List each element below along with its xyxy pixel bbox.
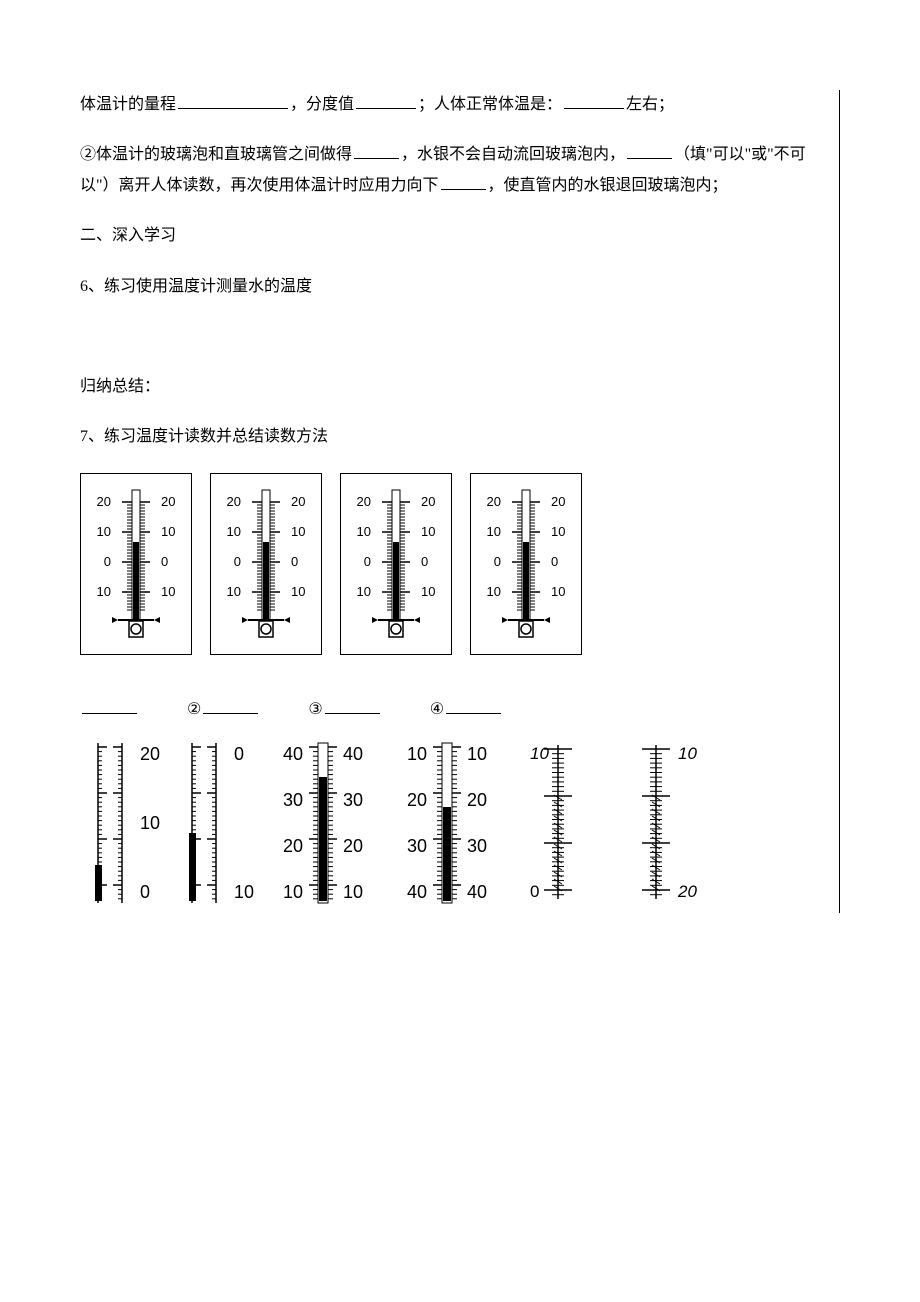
svg-text:10: 10	[407, 744, 427, 764]
svg-text:40: 40	[407, 882, 427, 902]
thermometer-4: 20 10 0 10 20 10 0 10	[470, 473, 582, 655]
svg-text:0: 0	[140, 882, 150, 902]
blank-ans-2	[203, 697, 258, 714]
blank-ans-4	[446, 697, 501, 714]
svg-text:0: 0	[530, 882, 539, 901]
svg-text:10: 10	[291, 524, 305, 539]
svg-text:10: 10	[467, 744, 487, 764]
svg-text:0: 0	[421, 554, 428, 569]
blank-ans-1	[82, 697, 137, 714]
text: ，分度值	[290, 96, 354, 113]
thermometer-3: 20 10 0 10 20 10 0 10	[340, 473, 452, 655]
label-2: ②	[187, 701, 201, 718]
svg-text:20: 20	[467, 790, 487, 810]
lower-thermo-1: 20 10 0	[80, 735, 160, 913]
lower-thermo-2: 0 10	[174, 735, 254, 913]
svg-text:20: 20	[357, 494, 371, 509]
svg-text:0: 0	[551, 554, 558, 569]
svg-text:0: 0	[234, 744, 244, 764]
svg-text:20: 20	[677, 882, 697, 901]
svg-text:0: 0	[234, 554, 241, 569]
body-thermometer-question-2: ②体温计的玻璃泡和直玻璃管之间做得，水银不会自动流回玻璃泡内，（填"可以"或"不…	[80, 140, 819, 201]
svg-text:10: 10	[283, 882, 303, 902]
label-4: ④	[430, 701, 444, 718]
svg-text:0: 0	[104, 554, 111, 569]
text: 体温计的量程	[80, 96, 176, 113]
thermometer-2: 20 10 0 10 20 10 0 10	[210, 473, 322, 655]
blank-ans-3	[325, 697, 380, 714]
svg-text:20: 20	[343, 836, 363, 856]
svg-text:20: 20	[551, 494, 565, 509]
svg-text:20: 20	[283, 836, 303, 856]
svg-text:30: 30	[343, 790, 363, 810]
svg-text:0: 0	[291, 554, 298, 569]
svg-text:10: 10	[357, 524, 371, 539]
blank-normal-temp	[564, 92, 624, 109]
svg-text:10: 10	[487, 584, 501, 599]
blank-can	[627, 142, 672, 159]
question-7: 7、练习温度计读数并总结读数方法	[80, 422, 819, 452]
svg-text:30: 30	[467, 836, 487, 856]
svg-text:10: 10	[234, 882, 254, 902]
svg-text:20: 20	[227, 494, 241, 509]
lower-thermo-5: 10 0 10 20	[516, 735, 706, 913]
svg-text:30: 30	[283, 790, 303, 810]
answer-labels-row: ② ③ ④	[80, 695, 819, 725]
svg-text:40: 40	[467, 882, 487, 902]
label-3: ③	[308, 701, 322, 718]
lower-thermo-3: 40 30 20 10 40 30 20 10	[268, 735, 378, 913]
svg-text:10: 10	[530, 744, 549, 763]
text: ，使直管内的水银退回玻璃泡内；	[488, 177, 728, 194]
svg-text:10: 10	[357, 584, 371, 599]
summary-label: 归纳总结：	[80, 372, 819, 402]
body-thermometer-question-1: 体温计的量程 ，分度值 ；人体正常体温是： 左右；	[80, 90, 819, 120]
svg-text:40: 40	[283, 744, 303, 764]
svg-text:20: 20	[487, 494, 501, 509]
svg-text:10: 10	[161, 524, 175, 539]
svg-text:20: 20	[291, 494, 305, 509]
svg-text:10: 10	[140, 813, 160, 833]
svg-text:10: 10	[97, 584, 111, 599]
thermometer-row-top: 20 10 0 10 20 10 0 10 20 10 0 10 20 10 0 10 20 10 0 10 20 1…	[80, 473, 819, 655]
svg-text:10: 10	[227, 524, 241, 539]
svg-text:10: 10	[487, 524, 501, 539]
svg-text:10: 10	[161, 584, 175, 599]
blank-division	[356, 92, 416, 109]
svg-text:10: 10	[343, 882, 363, 902]
svg-text:0: 0	[364, 554, 371, 569]
spacer	[80, 322, 819, 352]
svg-text:10: 10	[97, 524, 111, 539]
question-6: 6、练习使用温度计测量水的温度	[80, 272, 819, 302]
svg-text:10: 10	[227, 584, 241, 599]
blank-range	[178, 92, 288, 109]
section-2-heading: 二、深入学习	[80, 221, 819, 251]
svg-text:30: 30	[407, 836, 427, 856]
svg-text:10: 10	[551, 524, 565, 539]
svg-text:0: 0	[161, 554, 168, 569]
thermometer-row-bottom: 20 10 0 0 10 40 30 20 10 40 30 20 10 10 20 30 40 10 20 3…	[80, 735, 819, 913]
svg-text:20: 20	[421, 494, 435, 509]
lower-thermo-4: 10 20 30 40 10 20 30 40	[392, 735, 502, 913]
blank-shake	[441, 173, 486, 190]
svg-text:10: 10	[678, 744, 697, 763]
svg-text:40: 40	[343, 744, 363, 764]
svg-text:20: 20	[161, 494, 175, 509]
svg-text:10: 10	[291, 584, 305, 599]
blank-narrow	[354, 142, 399, 159]
svg-text:0: 0	[494, 554, 501, 569]
svg-text:20: 20	[97, 494, 111, 509]
text: ；人体正常体温是：	[418, 96, 562, 113]
text: 左右；	[626, 96, 674, 113]
text: ②体温计的玻璃泡和直玻璃管之间做得	[80, 146, 352, 163]
svg-text:10: 10	[551, 584, 565, 599]
text: ，水银不会自动流回玻璃泡内，	[401, 146, 625, 163]
svg-text:20: 20	[140, 744, 160, 764]
svg-text:10: 10	[421, 524, 435, 539]
svg-text:10: 10	[421, 584, 435, 599]
svg-text:20: 20	[407, 790, 427, 810]
thermometer-1: 20 10 0 10 20 10 0 10	[80, 473, 192, 655]
